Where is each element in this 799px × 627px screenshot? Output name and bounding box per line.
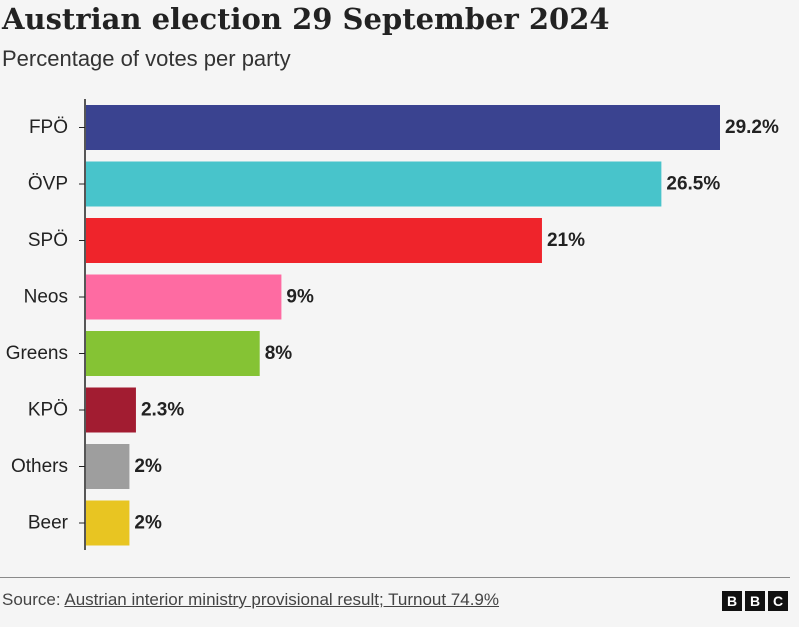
value-label-5: 2.3% — [141, 400, 184, 421]
source-link[interactable]: Austrian interior ministry provisional r… — [64, 590, 500, 609]
category-label-2: SPÖ — [28, 230, 68, 251]
bar-1 — [86, 161, 662, 207]
bar-2 — [86, 218, 542, 263]
bar-5 — [86, 387, 136, 433]
category-label-5: KPÖ — [28, 400, 68, 421]
value-label-4: 8% — [265, 343, 293, 364]
value-label-3: 9% — [286, 287, 314, 308]
bar-4 — [86, 331, 260, 376]
value-label-1: 26.5% — [666, 174, 720, 195]
category-label-7: Beer — [28, 513, 69, 534]
bbc-logo-letter-b1: B — [722, 591, 742, 611]
source-note: Source: Austrian interior ministry provi… — [2, 590, 499, 610]
category-label-4: Greens — [6, 343, 68, 364]
bar-3 — [86, 274, 282, 320]
category-label-1: ÖVP — [28, 174, 68, 195]
bar-7 — [86, 500, 130, 546]
bbc-logo-letter-b2: B — [745, 591, 765, 611]
value-label-7: 2% — [134, 513, 162, 534]
source-prefix: Source: — [2, 590, 65, 609]
value-label-0: 29.2% — [725, 117, 779, 138]
category-label-6: Others — [11, 456, 68, 477]
chart-subtitle: Percentage of votes per party — [2, 46, 291, 71]
bbc-logo-letter-c: C — [768, 591, 788, 611]
category-label-0: FPÖ — [29, 117, 68, 138]
value-label-2: 21% — [547, 230, 585, 251]
footer-divider — [0, 577, 790, 578]
bar-0 — [86, 105, 720, 150]
chart-title: Austrian election 29 September 2024 — [2, 2, 610, 36]
bar-6 — [86, 444, 130, 489]
category-label-3: Neos — [24, 287, 68, 308]
value-label-6: 2% — [134, 456, 162, 477]
bbc-logo: B B C — [722, 591, 788, 611]
